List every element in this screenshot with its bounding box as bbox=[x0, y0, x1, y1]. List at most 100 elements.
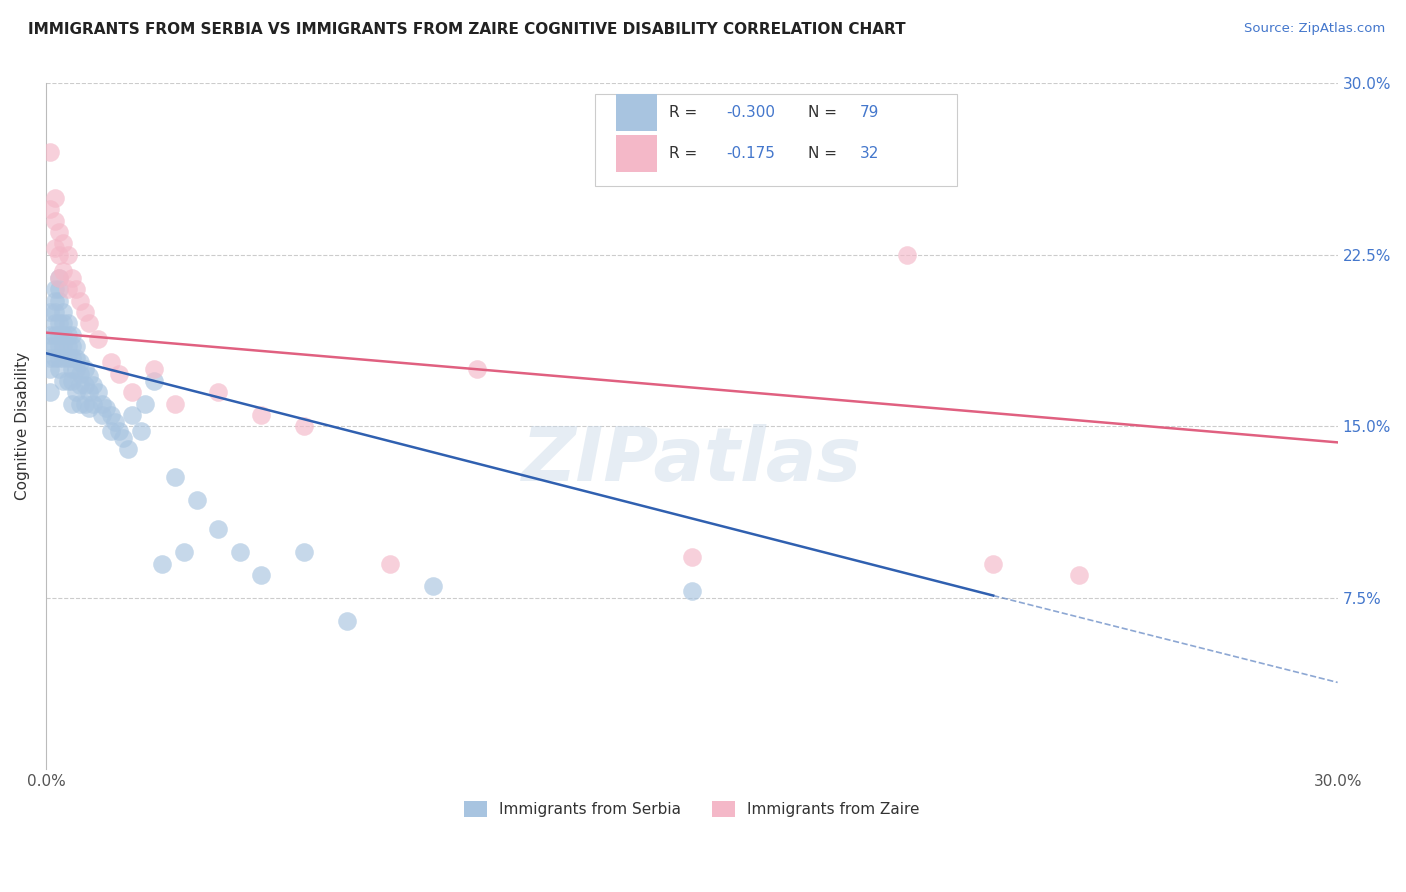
Legend: Immigrants from Serbia, Immigrants from Zaire: Immigrants from Serbia, Immigrants from … bbox=[458, 795, 925, 823]
Point bbox=[69, 396, 91, 410]
Point bbox=[60, 327, 83, 342]
Point bbox=[52, 264, 75, 278]
Point bbox=[73, 362, 96, 376]
Point bbox=[250, 408, 273, 422]
Point bbox=[48, 327, 70, 342]
Text: -0.300: -0.300 bbox=[727, 104, 776, 120]
Point bbox=[336, 614, 359, 628]
Point bbox=[292, 545, 315, 559]
Point bbox=[108, 424, 131, 438]
FancyBboxPatch shape bbox=[595, 94, 956, 186]
Point bbox=[82, 378, 104, 392]
Point bbox=[250, 568, 273, 582]
Point bbox=[48, 270, 70, 285]
Text: R =: R = bbox=[669, 104, 702, 120]
Point bbox=[981, 557, 1004, 571]
Point bbox=[150, 557, 173, 571]
Point bbox=[65, 339, 87, 353]
Point bbox=[228, 545, 250, 559]
Point bbox=[56, 282, 79, 296]
Point bbox=[142, 374, 165, 388]
Point bbox=[39, 351, 62, 365]
Point bbox=[56, 317, 79, 331]
Point bbox=[108, 367, 131, 381]
Point bbox=[44, 305, 66, 319]
Point bbox=[165, 396, 187, 410]
Point bbox=[86, 385, 108, 400]
Point bbox=[48, 293, 70, 308]
FancyBboxPatch shape bbox=[616, 94, 657, 131]
Point bbox=[69, 355, 91, 369]
Point bbox=[77, 317, 100, 331]
Point bbox=[44, 293, 66, 308]
Point bbox=[48, 351, 70, 365]
Point bbox=[186, 492, 208, 507]
Point bbox=[44, 327, 66, 342]
Point bbox=[56, 327, 79, 342]
Point bbox=[39, 145, 62, 159]
Point bbox=[65, 385, 87, 400]
Point bbox=[134, 396, 156, 410]
Point bbox=[100, 355, 122, 369]
Point bbox=[39, 385, 62, 400]
Point bbox=[165, 469, 187, 483]
Point bbox=[48, 270, 70, 285]
Point bbox=[77, 369, 100, 384]
Point bbox=[48, 339, 70, 353]
Point bbox=[60, 396, 83, 410]
Point bbox=[44, 213, 66, 227]
Point bbox=[112, 431, 135, 445]
Point bbox=[65, 362, 87, 376]
Point bbox=[1069, 568, 1091, 582]
Point bbox=[65, 351, 87, 365]
Point bbox=[69, 378, 91, 392]
Point bbox=[207, 522, 229, 536]
Text: -0.175: -0.175 bbox=[727, 146, 776, 161]
Point bbox=[44, 282, 66, 296]
Point bbox=[104, 415, 127, 429]
Point bbox=[100, 424, 122, 438]
Point bbox=[48, 225, 70, 239]
Point bbox=[44, 351, 66, 365]
Point bbox=[39, 339, 62, 353]
Point bbox=[52, 351, 75, 365]
Point bbox=[52, 236, 75, 251]
Point bbox=[48, 317, 70, 331]
Text: N =: N = bbox=[808, 146, 842, 161]
Point bbox=[60, 339, 83, 353]
Point bbox=[52, 339, 75, 353]
Point bbox=[69, 293, 91, 308]
Point bbox=[91, 408, 114, 422]
Point bbox=[77, 401, 100, 415]
Point bbox=[129, 424, 152, 438]
Point bbox=[681, 549, 703, 564]
Point bbox=[39, 327, 62, 342]
Point bbox=[48, 282, 70, 296]
Point bbox=[52, 374, 75, 388]
Point bbox=[896, 248, 918, 262]
Point bbox=[173, 545, 195, 559]
Point bbox=[91, 396, 114, 410]
Point bbox=[56, 248, 79, 262]
FancyBboxPatch shape bbox=[616, 135, 657, 172]
Point bbox=[44, 339, 66, 353]
Point bbox=[82, 396, 104, 410]
Point bbox=[60, 351, 83, 365]
Point bbox=[121, 408, 143, 422]
Text: ZIPatlas: ZIPatlas bbox=[522, 425, 862, 497]
Point bbox=[422, 579, 444, 593]
Y-axis label: Cognitive Disability: Cognitive Disability bbox=[15, 352, 30, 500]
Point bbox=[48, 362, 70, 376]
Point bbox=[44, 191, 66, 205]
Text: R =: R = bbox=[669, 146, 702, 161]
Text: 32: 32 bbox=[859, 146, 879, 161]
Point bbox=[73, 378, 96, 392]
Point bbox=[380, 557, 402, 571]
Point bbox=[69, 367, 91, 381]
Point bbox=[86, 333, 108, 347]
Point bbox=[52, 317, 75, 331]
Point bbox=[60, 374, 83, 388]
Text: N =: N = bbox=[808, 104, 842, 120]
Point bbox=[60, 362, 83, 376]
Point bbox=[44, 317, 66, 331]
